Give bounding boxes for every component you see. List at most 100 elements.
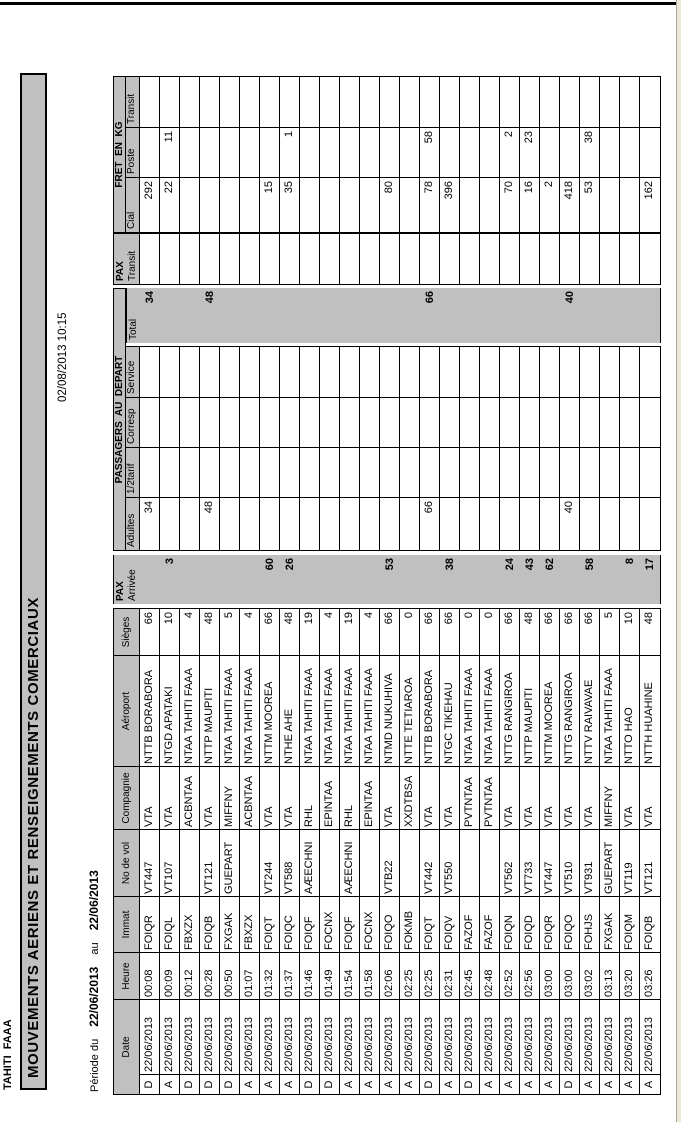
cell-compagnie: PVTNTAA [480, 766, 499, 829]
table-row: 15 [260, 77, 280, 232]
table-row [260, 347, 280, 550]
cell-heure: 01:07 [240, 952, 259, 999]
col-header-demitarif: 1/2tarif [126, 447, 139, 497]
cell-service [580, 347, 599, 397]
cell-fret_poste [240, 127, 259, 177]
cell-compagnie: VTA [640, 766, 660, 829]
cell-date: 22/06/2013 [200, 999, 219, 1074]
table-row [580, 347, 600, 550]
cell-arrivee: 8 [624, 558, 636, 565]
cell-date: 22/06/2013 [220, 999, 239, 1074]
cell-adultes [320, 497, 339, 550]
cell-pax_transit [360, 234, 379, 284]
cell-aeroport: NTTP MAUPITI [200, 655, 219, 766]
cell-immat: FOIQB [640, 896, 660, 952]
table-row [500, 234, 520, 284]
cell-immat: FOIQT [260, 896, 279, 952]
col-total: Total 34 48 66 40 [126, 288, 661, 343]
cell-arrivee: 24 [504, 558, 516, 571]
cell-aeroport: NTAA TAHITI FAAA [300, 655, 319, 766]
cell-heure: 03:00 [560, 952, 579, 999]
station-title: TAHITI FAAA [2, 1019, 14, 1090]
cell-demi_tarif [340, 447, 359, 497]
cell-fret_poste [300, 127, 319, 177]
cell-corresp [280, 397, 299, 447]
cell-fret_transit [600, 77, 619, 127]
table-row: D 22/06/2013 03:00 FOIQO VT510 VTA NTTG RANGIR… [560, 609, 580, 1094]
table-row: 80 [380, 77, 400, 232]
table-row [580, 234, 600, 284]
report-title-bar: MOUVEMENTS AERIENS ET RENSEIGNEMENTS COM… [20, 73, 47, 1090]
cell-adultes [300, 497, 319, 550]
cell-date: 22/06/2013 [280, 999, 299, 1074]
cell-service [200, 347, 219, 397]
table-row [440, 234, 460, 284]
cell-date: 22/06/2013 [620, 999, 639, 1074]
cell-compagnie: VTA [560, 766, 579, 829]
cell-demi_tarif [460, 447, 479, 497]
cell-pax_transit [540, 234, 559, 284]
cell-aeroport: NTAA TAHITI FAAA [480, 655, 499, 766]
table-row [540, 347, 560, 550]
table-row: 78 58 [420, 77, 440, 232]
cell-total: 40 [564, 291, 576, 304]
cell-date: 22/06/2013 [600, 999, 619, 1074]
cell-immat: FOIQR [540, 896, 559, 952]
cell-immat: FBXZX [180, 896, 199, 952]
table-header-row: Date Heure Immat No de vol Compagnie Aér… [114, 609, 140, 1094]
cell-fret_poste [620, 127, 639, 177]
cell-corresp [220, 397, 239, 447]
page-edge-line [0, 2, 677, 5]
cell-date: 22/06/2013 [340, 999, 359, 1074]
cell-fret_transit [540, 77, 559, 127]
cell-service [140, 347, 159, 397]
cell-corresp [500, 397, 519, 447]
table-row [200, 77, 220, 232]
cell-pax_transit [220, 234, 239, 284]
cell-aeroport: NTTG RANGIROA [500, 655, 519, 766]
cell-fret_poste [540, 127, 559, 177]
table-row: D 22/06/2013 02:45 FAZOF PVTNTAA NTAA TAHITI … [460, 609, 480, 1094]
cell-adultes [380, 497, 399, 550]
cell-da: A [600, 1074, 619, 1094]
cell-sieges: 66 [443, 612, 455, 625]
col-header-pax-transit: PAX Transit [114, 234, 139, 284]
table-row [420, 234, 440, 284]
cell-pax_transit [280, 234, 299, 284]
table-row [160, 234, 180, 284]
cell-pax_transit [400, 234, 419, 284]
cell-corresp [620, 397, 639, 447]
cell-arrivee: 3 [164, 558, 176, 565]
table-row: A 22/06/2013 03:13 FXGAK GUEPART MIFFNY NTAA T… [600, 609, 620, 1094]
period-sep: au [89, 942, 101, 955]
group-header-fret: FRET EN KG [113, 76, 126, 233]
table-row: A 22/06/2013 03:02 FOHJS VT931 VTA NTTV RAIVAV… [580, 609, 600, 1094]
cell-compagnie: ACBNTAA [240, 766, 259, 829]
cell-immat: FOIQO [380, 896, 399, 952]
cell-fret_cial: 70 [500, 177, 519, 232]
cell-fret_cial: 162 [640, 177, 660, 232]
cell-adultes [500, 497, 519, 550]
cell-fret_transit [260, 77, 279, 127]
cell-compagnie: ACBNTAA [180, 766, 199, 829]
table-row: A 22/06/2013 01:32 FOIQT VT244 VTA NTTM MOOREA… [260, 609, 280, 1094]
cell-fret_cial [620, 177, 639, 232]
cell-service [620, 347, 639, 397]
cell-demi_tarif [580, 447, 599, 497]
cell-immat: FOIQL [160, 896, 179, 952]
table-row [600, 77, 620, 232]
cell-fret_poste [220, 127, 239, 177]
table-row [180, 77, 200, 232]
cell-compagnie: VTA [620, 766, 639, 829]
cell-service [500, 347, 519, 397]
table-row [300, 347, 320, 550]
cell-fret_transit [580, 77, 599, 127]
cell-service [600, 347, 619, 397]
cell-date: 22/06/2013 [180, 999, 199, 1074]
cell-fret_poste [460, 127, 479, 177]
cell-compagnie: VTA [520, 766, 539, 829]
cell-vol: AÆECHNI [300, 829, 319, 896]
cell-fret_poste [400, 127, 419, 177]
cell-heure: 03:00 [540, 952, 559, 999]
col-header-service: Service [126, 347, 139, 397]
